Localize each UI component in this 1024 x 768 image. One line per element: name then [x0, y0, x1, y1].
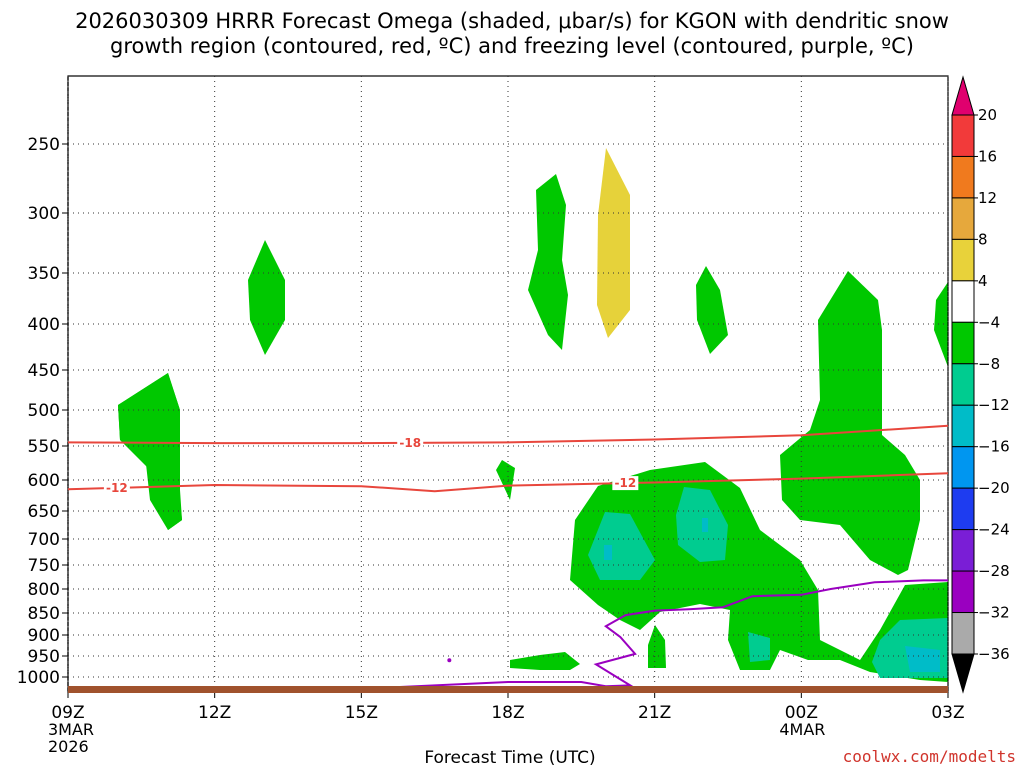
chart-title-line2: growth region (contoured, red, ºC) and f… — [110, 34, 914, 58]
omega-region — [510, 652, 580, 670]
x-tick-label: 21Z — [638, 703, 671, 723]
colorbar: 20 16 12 8 4 −4 −8 −12 −16 −20 −24 −28 −32 −36 — [951, 75, 1010, 694]
colorbar-label: −24 — [978, 521, 1010, 539]
x-axis-label: Forecast Time (UTC) — [424, 748, 595, 768]
dgz-contour-line — [67, 424, 949, 445]
omega-region — [696, 266, 728, 354]
y-tick-label: 900 — [28, 626, 60, 646]
dgz-contours: -18 -12 -12 — [67, 424, 949, 495]
y-tick-label: 250 — [28, 135, 60, 155]
y-tick-label: 400 — [28, 315, 60, 335]
contour-label: -18 — [399, 436, 421, 450]
colorbar-label: −12 — [978, 396, 1010, 414]
y-tick-label: 850 — [28, 604, 60, 624]
colorbar-segment — [951, 197, 975, 240]
omega-region — [248, 240, 285, 355]
contour-label: -12 — [614, 476, 636, 490]
y-tick-label: 450 — [28, 361, 60, 381]
colorbar-label: 16 — [978, 147, 997, 165]
x-tick-label: 09Z — [51, 703, 84, 723]
omega-region — [748, 632, 770, 662]
contour-label-bg — [103, 480, 130, 495]
omega-region — [496, 460, 515, 500]
omega-region — [905, 646, 940, 672]
dgz-contour-line — [67, 472, 949, 493]
colorbar-label: −16 — [978, 438, 1010, 456]
y-tick-label: 350 — [28, 264, 60, 284]
x-date-label: 3MAR — [48, 720, 94, 739]
omega-region — [648, 625, 666, 668]
y-tick-label: 700 — [28, 530, 60, 550]
y-tick-label: 750 — [28, 556, 60, 576]
freezing-level-contour — [361, 579, 948, 690]
colorbar-segment — [951, 363, 975, 406]
colorbar-top-triangle — [951, 75, 975, 116]
contour-label-bg — [397, 435, 424, 450]
contour-label: -12 — [106, 481, 128, 495]
colorbar-segment — [951, 238, 975, 282]
omega-region — [597, 148, 630, 338]
colorbar-segment — [951, 404, 975, 448]
y-tick-label: 600 — [28, 471, 60, 491]
colorbar-label: −20 — [978, 479, 1010, 497]
colorbar-segment — [951, 529, 975, 572]
contour-label-bg — [612, 476, 639, 491]
x-tick-label: 03Z — [931, 703, 964, 723]
ground-strip — [68, 686, 948, 693]
credit-text: coolwx.com/modelts — [843, 747, 1016, 766]
y-tick-label: 1000 — [17, 668, 60, 688]
colorbar-label: 8 — [978, 230, 988, 248]
colorbar-segment — [951, 280, 975, 323]
omega-shading — [118, 148, 948, 682]
colorbar-segment — [951, 570, 975, 614]
colorbar-label: 4 — [978, 272, 988, 290]
y-tick-label: 300 — [28, 204, 60, 224]
omega-region — [780, 271, 920, 575]
colorbar-label: −32 — [978, 604, 1010, 622]
y-tick-label: 550 — [28, 437, 60, 457]
x-tick-label: 00Z — [785, 703, 818, 723]
omega-region — [604, 545, 612, 560]
gridlines — [67, 76, 949, 692]
colorbar-label: −8 — [978, 355, 1000, 373]
omega-region — [118, 373, 182, 530]
y-axis-ticks: 2503003504004505005506006507007508008509… — [17, 135, 68, 688]
colorbar-label: −4 — [978, 313, 1000, 331]
x-date-label: 4MAR — [779, 720, 825, 739]
colorbar-segment — [951, 114, 975, 157]
y-tick-label: 650 — [28, 502, 60, 522]
omega-region — [570, 462, 948, 682]
omega-region — [588, 512, 655, 580]
colorbar-label: −28 — [978, 562, 1010, 580]
x-tick-label: 12Z — [198, 703, 231, 723]
x-year-label: 2026 — [48, 737, 89, 756]
chart-title-line1: 2026030309 HRRR Forecast Omega (shaded, … — [75, 9, 949, 33]
colorbar-segment — [951, 612, 975, 655]
freezing-level-line — [361, 579, 948, 690]
freezing-level-dot — [447, 658, 452, 663]
x-tick-label: 15Z — [345, 703, 378, 723]
colorbar-label: 20 — [978, 106, 997, 124]
y-tick-label: 950 — [28, 647, 60, 667]
colorbar-label: −36 — [978, 645, 1010, 663]
x-tick-label: 18Z — [491, 703, 524, 723]
omega-region — [702, 518, 708, 532]
colorbar-segment — [951, 487, 975, 531]
colorbar-segment — [951, 321, 975, 365]
omega-region — [934, 282, 948, 367]
colorbar-segment — [951, 155, 975, 199]
colorbar-segment — [951, 446, 975, 489]
omega-region — [528, 174, 568, 350]
y-tick-label: 800 — [28, 580, 60, 600]
colorbar-label: 12 — [978, 189, 997, 207]
colorbar-bottom-triangle — [951, 653, 975, 694]
y-tick-label: 500 — [28, 401, 60, 421]
